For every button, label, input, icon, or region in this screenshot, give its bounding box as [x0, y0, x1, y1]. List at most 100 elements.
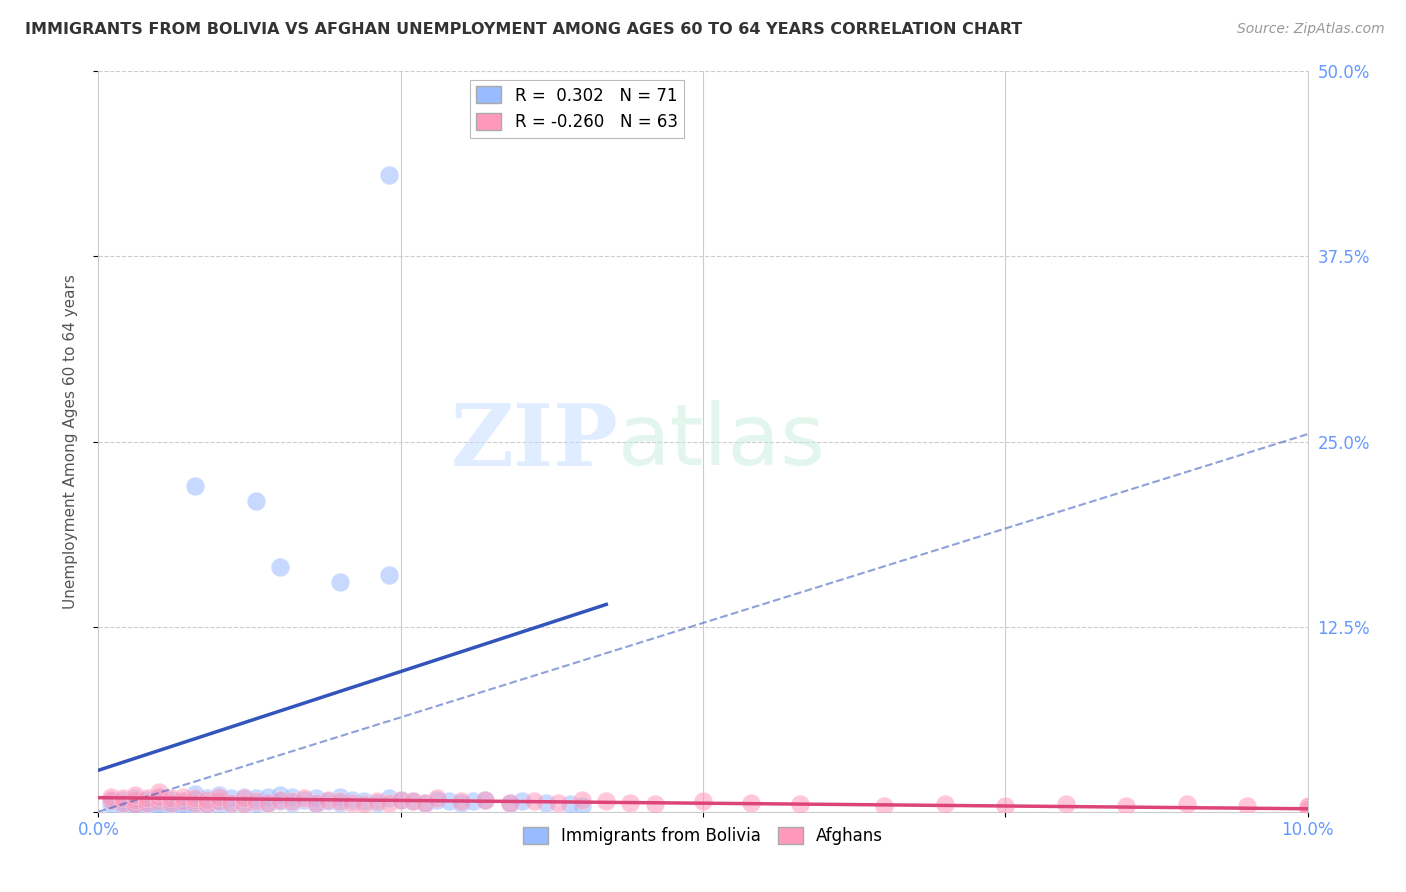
Point — [402, 794, 425, 808]
Point — [1236, 798, 1258, 813]
Point — [100, 793, 122, 807]
Point — [498, 796, 520, 810]
Point — [474, 793, 496, 807]
Point — [232, 796, 254, 810]
Point — [329, 789, 352, 804]
Point — [245, 797, 267, 812]
Point — [160, 793, 183, 807]
Point — [148, 789, 170, 804]
Point — [389, 793, 412, 807]
Point — [463, 794, 485, 808]
Point — [342, 793, 364, 807]
Point — [111, 796, 134, 810]
Text: ZIP: ZIP — [450, 400, 619, 483]
Point — [281, 796, 304, 810]
Point — [208, 798, 231, 813]
Point — [994, 798, 1017, 813]
Point — [377, 796, 399, 810]
Point — [148, 785, 170, 799]
Point — [1296, 800, 1319, 814]
Point — [160, 796, 183, 810]
Point — [208, 794, 231, 808]
Text: Source: ZipAtlas.com: Source: ZipAtlas.com — [1237, 22, 1385, 37]
Point — [329, 796, 352, 810]
Point — [353, 797, 375, 812]
Text: IMMIGRANTS FROM BOLIVIA VS AFGHAN UNEMPLOYMENT AMONG AGES 60 TO 64 YEARS CORRELA: IMMIGRANTS FROM BOLIVIA VS AFGHAN UNEMPL… — [25, 22, 1022, 37]
Point — [305, 791, 328, 805]
Point — [184, 793, 207, 807]
Point — [692, 794, 714, 808]
Point — [172, 794, 194, 808]
Point — [124, 793, 146, 807]
Point — [644, 797, 666, 812]
Point — [148, 800, 170, 814]
Point — [437, 794, 460, 808]
Point — [269, 560, 291, 574]
Point — [256, 796, 278, 810]
Point — [366, 794, 388, 808]
Point — [281, 794, 304, 808]
Point — [160, 798, 183, 813]
Point — [195, 797, 218, 812]
Point — [135, 798, 157, 813]
Point — [221, 796, 243, 810]
Point — [148, 797, 170, 812]
Point — [111, 793, 134, 807]
Point — [1296, 798, 1319, 813]
Point — [329, 575, 352, 590]
Point — [1175, 797, 1198, 812]
Legend: Immigrants from Bolivia, Afghans: Immigrants from Bolivia, Afghans — [516, 820, 890, 852]
Point — [100, 794, 122, 808]
Point — [124, 789, 146, 803]
Point — [208, 794, 231, 808]
Point — [124, 800, 146, 814]
Point — [172, 797, 194, 812]
Point — [269, 789, 291, 803]
Point — [1115, 798, 1137, 813]
Point — [184, 787, 207, 801]
Point — [256, 789, 278, 804]
Point — [426, 793, 449, 807]
Point — [111, 791, 134, 805]
Point — [619, 796, 641, 810]
Point — [184, 479, 207, 493]
Point — [232, 789, 254, 804]
Point — [498, 796, 520, 810]
Point — [184, 791, 207, 805]
Point — [292, 791, 315, 805]
Point — [426, 791, 449, 805]
Point — [245, 493, 267, 508]
Point — [571, 793, 593, 807]
Point — [389, 793, 412, 807]
Point — [111, 796, 134, 810]
Point — [221, 791, 243, 805]
Point — [305, 797, 328, 812]
Point — [353, 794, 375, 808]
Point — [124, 794, 146, 808]
Point — [135, 793, 157, 807]
Point — [124, 797, 146, 812]
Point — [195, 797, 218, 812]
Point — [1054, 797, 1077, 812]
Point — [111, 798, 134, 813]
Point — [377, 791, 399, 805]
Point — [789, 797, 811, 812]
Point — [184, 798, 207, 813]
Point — [474, 793, 496, 807]
Point — [124, 797, 146, 812]
Point — [232, 791, 254, 805]
Point — [100, 789, 122, 804]
Point — [208, 789, 231, 803]
Point — [100, 797, 122, 812]
Point — [402, 794, 425, 808]
Point — [377, 168, 399, 182]
Point — [534, 796, 557, 810]
Point — [1296, 802, 1319, 816]
Point — [377, 567, 399, 582]
Point — [450, 794, 472, 808]
Point — [208, 789, 231, 804]
Point — [148, 794, 170, 808]
Point — [148, 789, 170, 804]
Point — [934, 797, 956, 812]
Point — [547, 796, 569, 810]
